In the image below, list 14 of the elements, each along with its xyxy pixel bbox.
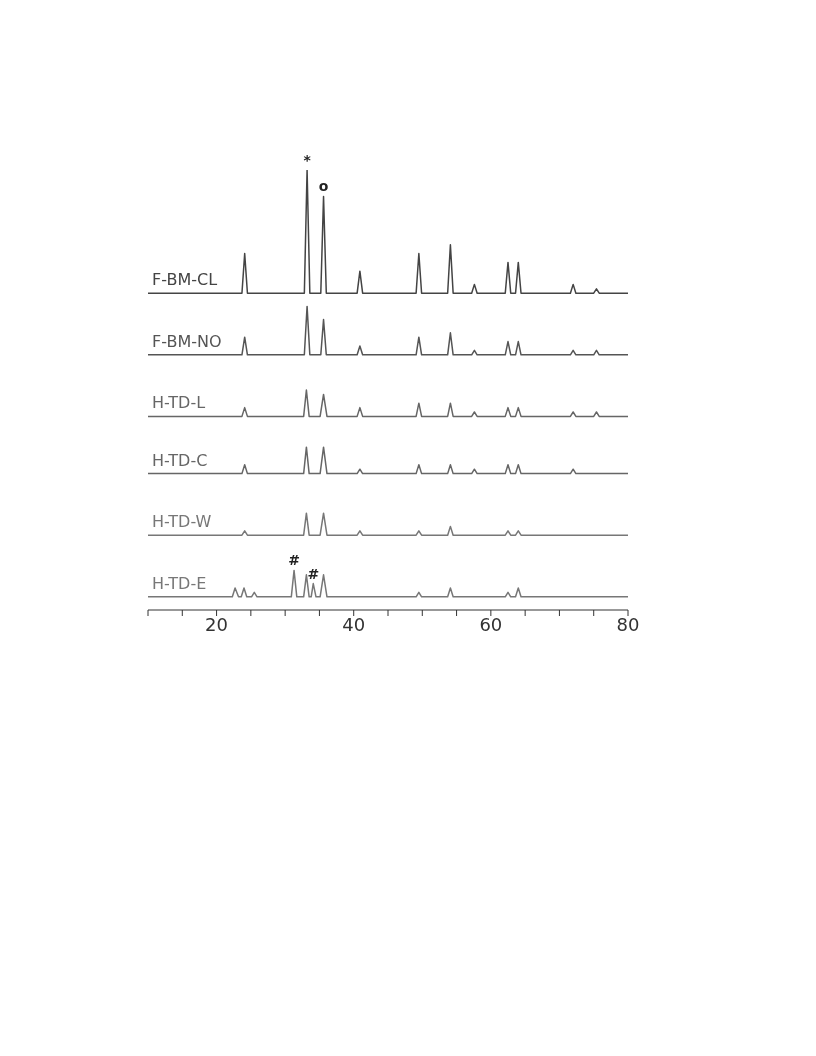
annotation: #: [288, 552, 300, 569]
x-tick-label: 80: [616, 613, 640, 635]
series-label: H-TD-L: [152, 393, 206, 413]
annotation: #: [307, 565, 320, 582]
series-label: F-BM-NO: [152, 331, 222, 351]
x-tick-label: 60: [479, 613, 503, 635]
annotation: o: [318, 178, 329, 195]
series-label: H-TD-W: [152, 512, 212, 532]
series-label: F-BM-CL: [152, 270, 218, 290]
annotation: *: [303, 152, 312, 168]
series-label: H-TD-E: [152, 573, 207, 593]
series-label: H-TD-C: [152, 450, 208, 470]
x-tick-label: 40: [342, 613, 366, 635]
x-tick-label: 20: [205, 613, 229, 635]
